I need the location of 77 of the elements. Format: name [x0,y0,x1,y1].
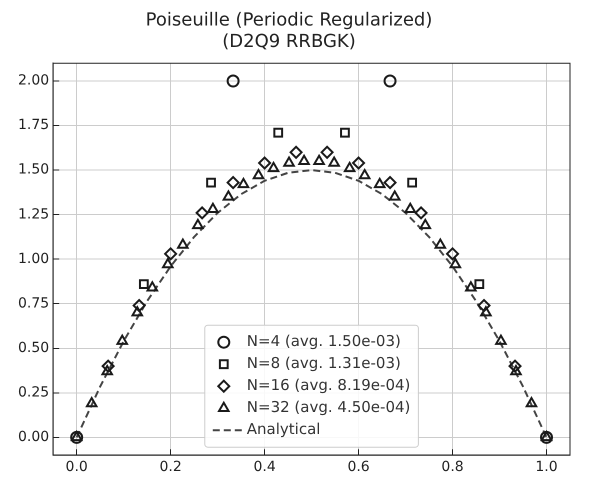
point [407,178,418,188]
point [226,176,240,190]
y-tick-label: 2.00 [18,72,50,89]
legend-label: N=4 (avg. 1.50e-03) [246,332,401,350]
point [474,279,484,290]
legend-label: Analytical [246,420,320,438]
y-tick-label: 1.00 [18,250,50,267]
point [177,238,189,249]
point [478,299,491,312]
point [384,176,397,190]
y-tick-label: 1.25 [18,206,50,222]
y-tick-label: 0.00 [18,429,50,446]
point [358,168,370,180]
point [70,430,82,442]
legend-label: N=32 (avg. 4.50e-04) [246,398,410,416]
point [404,202,416,214]
point [540,430,554,444]
point [526,397,538,408]
x-tick-label: 0.6 [347,459,370,476]
y-tick-label: 0.75 [18,295,50,312]
y-tick-label: 0.25 [18,384,50,400]
point [313,154,325,165]
point [374,178,386,188]
point [206,178,216,188]
point [540,430,552,442]
point [388,190,401,201]
point [162,258,174,268]
point [414,206,428,220]
point [132,306,144,316]
point [283,156,295,167]
point [222,190,234,201]
x-tick-label: 0.0 [66,459,88,476]
point [510,364,522,376]
point [508,360,522,373]
point [450,258,462,268]
point [102,360,115,373]
point [446,247,460,260]
point [86,397,98,408]
point [101,364,113,376]
point [192,218,204,230]
point [420,218,432,230]
y-tick-label: 1.50 [18,162,50,178]
point [273,128,284,138]
x-tick-label: 0.4 [253,459,276,476]
point [465,281,477,292]
point [344,162,356,172]
point [480,306,492,316]
x-tick-label: 1.0 [535,459,558,476]
point [384,74,397,88]
point [298,154,310,165]
legend-label: N=8 (avg. 1.31e-03) [246,354,401,372]
y-tick-label: 1.75 [18,117,50,134]
point [70,430,84,444]
point [252,168,264,180]
point [495,334,507,345]
point [207,202,219,214]
point [238,178,250,188]
point [196,206,209,220]
x-tick-label: 0.2 [160,459,182,476]
legend-label: N=16 (avg. 8.19e-04) [246,376,410,394]
point [132,299,146,312]
point [434,238,446,249]
point [138,279,149,290]
point [258,156,272,170]
chart-title: Poiseuille (Periodic Regularized) (D2Q9 RRBGK) [146,9,432,52]
point [320,146,334,159]
point [116,334,128,345]
point [146,281,158,292]
x-tick-label: 0.8 [441,459,464,476]
point [328,156,340,167]
point [290,146,303,159]
point [226,74,240,88]
point [164,247,178,260]
y-tick-label: 0.50 [18,340,50,356]
point [268,162,280,172]
point [340,128,350,138]
point [352,156,366,170]
